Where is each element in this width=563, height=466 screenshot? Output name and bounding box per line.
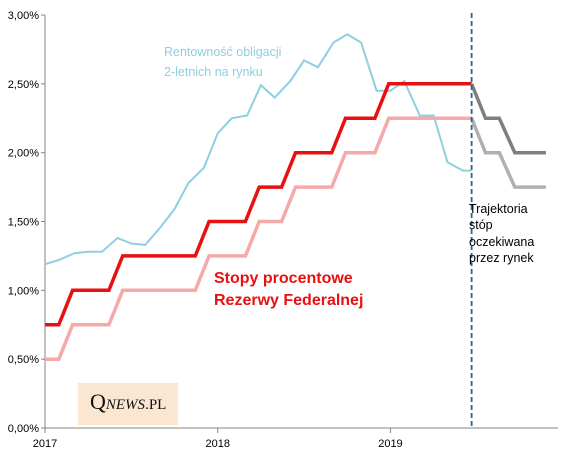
y-tick-label: 0,50% (8, 354, 39, 366)
yield-annotation-line1: Rentowność obligacji (164, 45, 281, 59)
y-tick-label: 1,50% (8, 217, 39, 229)
logo: QNEWS.PL (78, 383, 178, 425)
logo-suffix: .PL (145, 397, 167, 413)
y-tick-label: 2,00% (8, 148, 39, 160)
logo-letter: Q (90, 389, 106, 414)
annotations: Rentowność obligacji 2-letnich na rynku … (164, 45, 534, 309)
y-tick-label: 0,00% (8, 423, 39, 435)
y-tick-label: 3,00% (8, 10, 39, 22)
projection-upper-line (469, 83, 546, 155)
fed-rate-lower-line (45, 116, 472, 361)
trajectory-annotation-line1: Trajektoria (469, 202, 528, 216)
logo-text: QNEWS.PL (90, 389, 166, 415)
yield-annotation-line2: 2-letnich na rynku (164, 65, 263, 79)
trajectory-annotation-line2: stóp (469, 218, 493, 232)
logo-word: NEWS (105, 397, 146, 413)
trajectory-annotation-line3: oczekiwana (469, 235, 534, 249)
x-tick-label: 2019 (378, 438, 402, 450)
projection-lower-line (469, 117, 546, 189)
fed-annotation-line1: Stopy procentowe (214, 270, 353, 287)
y-tick-label: 1,00% (8, 285, 39, 297)
yield-line (44, 33, 472, 266)
x-tick-label: 2017 (33, 438, 57, 450)
fed-rate-upper-line (45, 82, 472, 327)
trajectory-annotation-line4: przez rynek (469, 251, 534, 265)
x-tick-label: 2018 (205, 438, 229, 450)
y-tick-label: 2,50% (8, 79, 39, 91)
fed-annotation-line2: Rezerwy Federalnej (214, 292, 363, 309)
series-layer (44, 13, 546, 428)
axes: 0,00% 0,50% 1,00% 1,50% 2,00% 2,50% 3,00% 2017 2… (8, 10, 558, 450)
